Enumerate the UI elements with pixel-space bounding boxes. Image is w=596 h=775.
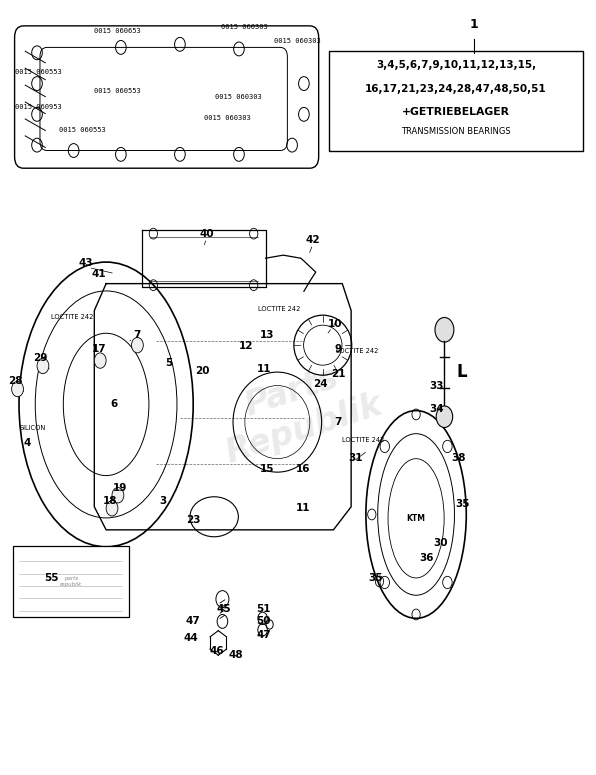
Text: 11: 11 (296, 502, 310, 512)
Text: 20: 20 (195, 366, 210, 376)
Circle shape (94, 353, 106, 368)
Text: 13: 13 (260, 330, 275, 340)
Circle shape (112, 487, 124, 503)
Circle shape (443, 577, 452, 589)
Circle shape (106, 501, 118, 516)
Text: 34: 34 (430, 404, 444, 414)
Text: 46: 46 (209, 646, 224, 656)
Text: parts
republik: parts republik (60, 576, 82, 587)
Text: 51: 51 (256, 604, 271, 614)
Text: LOCTITE 242: LOCTITE 242 (258, 306, 300, 312)
Text: 16,17,21,23,24,28,47,48,50,51: 16,17,21,23,24,28,47,48,50,51 (365, 84, 547, 94)
Text: 17: 17 (92, 344, 106, 354)
Text: 43: 43 (78, 258, 93, 268)
Bar (13, 546, 129, 617)
Text: 4: 4 (24, 438, 31, 448)
Text: SILICON: SILICON (19, 425, 45, 430)
Text: 29: 29 (33, 353, 47, 363)
Text: 0015 060303: 0015 060303 (203, 115, 250, 121)
Circle shape (12, 381, 23, 397)
Text: 28: 28 (8, 377, 23, 387)
Circle shape (380, 577, 390, 589)
Text: LOCTITE 242: LOCTITE 242 (342, 437, 384, 443)
Text: 45: 45 (217, 604, 231, 614)
Text: 44: 44 (183, 632, 198, 642)
Text: 0015 060303: 0015 060303 (274, 38, 321, 44)
Text: 0015 060553: 0015 060553 (59, 127, 105, 133)
Text: 50: 50 (256, 616, 271, 626)
Text: 48: 48 (229, 650, 243, 660)
Circle shape (132, 337, 143, 353)
Text: KTM: KTM (406, 514, 426, 523)
Text: 21: 21 (331, 369, 346, 379)
Text: 0015 060553: 0015 060553 (94, 88, 141, 95)
Text: 35: 35 (369, 574, 383, 584)
Text: L: L (457, 363, 467, 381)
Text: 7: 7 (134, 330, 141, 340)
Text: 5: 5 (166, 358, 173, 368)
Text: 19: 19 (113, 483, 127, 493)
FancyBboxPatch shape (330, 51, 583, 150)
Text: 47: 47 (256, 630, 271, 640)
Text: 55: 55 (44, 574, 58, 584)
Text: 3,4,5,6,7,9,10,11,12,13,15,: 3,4,5,6,7,9,10,11,12,13,15, (376, 60, 536, 71)
Text: 6: 6 (110, 399, 117, 409)
Text: 40: 40 (199, 229, 214, 239)
Text: 1: 1 (469, 19, 478, 31)
Text: 0015 060303: 0015 060303 (221, 24, 268, 30)
Circle shape (380, 440, 390, 453)
Text: TRANSMISSION BEARINGS: TRANSMISSION BEARINGS (401, 126, 511, 136)
Text: 36: 36 (420, 553, 434, 563)
Text: 3: 3 (160, 496, 167, 506)
Text: LOCTITE 242: LOCTITE 242 (336, 347, 378, 353)
Text: 0015 060653: 0015 060653 (94, 28, 141, 34)
Text: 42: 42 (305, 235, 320, 245)
Text: 11: 11 (256, 364, 271, 374)
Circle shape (37, 358, 49, 374)
Text: 18: 18 (103, 496, 117, 506)
Text: Parts
Republik: Parts Republik (209, 352, 387, 470)
Text: 35: 35 (455, 499, 470, 509)
Text: 9: 9 (334, 344, 342, 354)
Text: 7: 7 (334, 417, 342, 427)
Text: 0015 060953: 0015 060953 (14, 104, 61, 109)
Text: LOCTITE 242: LOCTITE 242 (51, 314, 94, 320)
Text: 24: 24 (313, 380, 328, 389)
Circle shape (435, 318, 454, 342)
Text: 16: 16 (296, 464, 310, 474)
Text: 33: 33 (430, 381, 444, 391)
Circle shape (443, 440, 452, 453)
Text: 12: 12 (239, 341, 253, 351)
Text: 41: 41 (91, 269, 105, 279)
Text: 38: 38 (451, 453, 466, 463)
Text: 10: 10 (327, 319, 342, 329)
Text: 30: 30 (434, 538, 448, 548)
Circle shape (436, 406, 453, 428)
Text: +GETRIEBELAGER: +GETRIEBELAGER (402, 107, 510, 117)
Text: 31: 31 (349, 453, 363, 463)
Text: 15: 15 (260, 464, 275, 474)
Text: 0015 060303: 0015 060303 (215, 95, 262, 101)
Text: 47: 47 (185, 616, 200, 626)
Text: 23: 23 (185, 515, 200, 525)
Text: 0015 060553: 0015 060553 (14, 69, 61, 75)
